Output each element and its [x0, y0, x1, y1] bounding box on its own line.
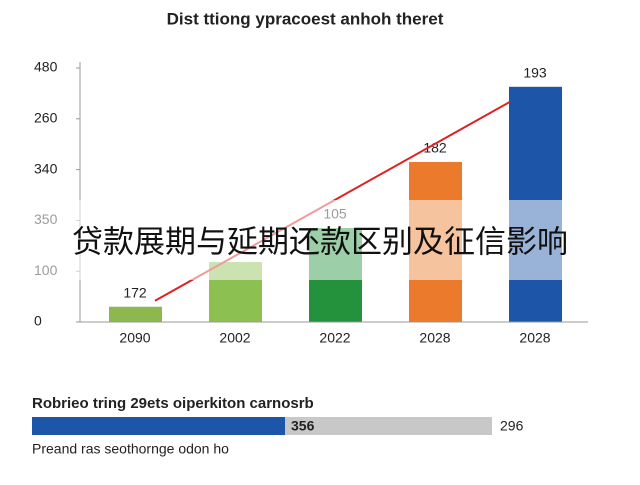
y-tick-label: 0	[34, 313, 42, 329]
progress-fill	[32, 417, 285, 435]
x-tick-label: 2090	[119, 330, 150, 346]
overlay-text: 贷款展期与延期还款区别及征信影响	[72, 225, 568, 261]
x-tick-label: 2002	[219, 330, 250, 346]
axis-group: 0100350340260480	[34, 59, 80, 329]
x-tick-label: 2028	[519, 330, 550, 346]
progress-bar: 356 296	[32, 417, 524, 435]
y-tick-label: 340	[34, 160, 58, 176]
progress-end-label: 296	[500, 418, 524, 434]
bar	[109, 306, 162, 322]
x-tick-label: 2022	[319, 330, 350, 346]
progress-title: Robrieo tring 29ets oiperkiton carnosrb	[32, 395, 314, 412]
chart-title: Dist ttiong ypracoest anhoh theret	[167, 9, 444, 28]
progress-footnote: Preand ras seothornge odon ho	[32, 441, 229, 457]
bar-label: 193	[523, 64, 547, 80]
x-tick-label: 2028	[419, 330, 450, 346]
y-tick-label: 260	[34, 110, 58, 126]
overlay-band	[0, 200, 640, 280]
y-tick-label: 480	[34, 59, 58, 75]
bar-label: 172	[123, 284, 147, 300]
bar-label: 182	[423, 140, 447, 156]
progress-value: 356	[291, 418, 315, 434]
